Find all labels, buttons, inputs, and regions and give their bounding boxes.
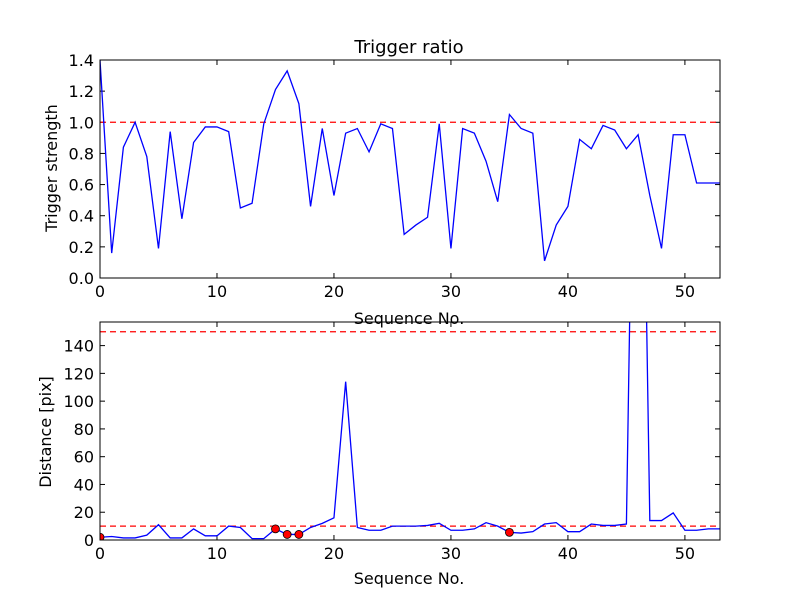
top-chart-xtick-label: 50 <box>675 282 695 301</box>
bottom-chart-ytick-label: 120 <box>63 364 94 383</box>
top-chart-ylabel: Trigger strength <box>42 104 61 233</box>
top-chart-xlabel: Sequence No. <box>354 309 465 328</box>
bottom-chart-xtick-label: 50 <box>675 544 695 563</box>
bottom-chart-ytick-label: 0 <box>84 531 94 550</box>
top-chart-xtick-label: 10 <box>207 282 227 301</box>
bottom-chart-plot-area <box>100 322 720 540</box>
top-chart-xtick-label: 30 <box>441 282 461 301</box>
bottom-chart-xtick-label: 10 <box>207 544 227 563</box>
top-chart-marks: 0 10 20 30 40 50 0.0 0.2 0.4 0.6 0.8 1.0 1.2 1.4 <box>69 51 720 301</box>
top-chart-ytick-label: 1.4 <box>69 51 94 70</box>
top-chart-ytick-label: 0.6 <box>69 176 94 195</box>
bottom-chart-ytick-label: 80 <box>74 420 94 439</box>
bottom-chart-ytick-label: 100 <box>63 392 94 411</box>
top-chart-title: Trigger ratio <box>353 37 463 58</box>
bottom-chart-series-line <box>100 322 720 540</box>
bottom-chart-ytick-label: 60 <box>74 448 94 467</box>
bottom-chart-xlabel: Sequence No. <box>354 569 465 588</box>
top-chart-xtick-label: 0 <box>95 282 105 301</box>
bottom-chart-ylabel: Distance [pix] <box>36 376 55 488</box>
bottom-chart-xtick-label: 20 <box>324 544 344 563</box>
top-chart-ytick-label: 0.0 <box>69 269 94 288</box>
bottom-chart-marker-point <box>271 524 280 534</box>
bottom-chart: Distance [pix] Sequence No. 0 10 20 30 40 500… <box>36 321 721 588</box>
top-chart-ytick-label: 0.2 <box>69 238 94 257</box>
bottom-chart-ytick-label: 140 <box>63 337 94 356</box>
top-chart-ytick-label: 1.0 <box>69 113 94 132</box>
top-chart-frame <box>99 59 721 279</box>
bottom-chart-marker-point <box>505 527 514 537</box>
bottom-chart-marker-point <box>282 530 292 539</box>
top-chart-ytick-label: 0.8 <box>69 144 94 163</box>
bottom-chart-ytick-label: 40 <box>74 475 94 494</box>
top-chart-xtick-label: 20 <box>324 282 344 301</box>
bottom-chart-xtick-label: 40 <box>558 544 578 563</box>
top-chart-ytick-label: 0.4 <box>69 207 94 226</box>
top-chart-ytick-label: 1.2 <box>69 82 94 101</box>
top-chart-series-line <box>100 60 720 262</box>
bottom-chart-frame <box>99 321 721 541</box>
bottom-chart-xtick-label: 0 <box>95 544 105 563</box>
bottom-chart-ytick-label: 20 <box>74 503 94 522</box>
bottom-chart-marker-point <box>294 530 304 539</box>
top-chart-plot-area <box>100 60 720 262</box>
top-chart-xtick-label: 40 <box>558 282 578 301</box>
bottom-chart-xtick-label: 30 <box>441 544 461 563</box>
bottom-chart-marker-point <box>100 532 105 540</box>
bottom-chart-marks: 0 10 20 30 40 50 0 20 40 60 80 100 120 140 <box>63 322 720 563</box>
top-chart: Trigger ratio Trigger strength Sequence … <box>42 37 721 328</box>
